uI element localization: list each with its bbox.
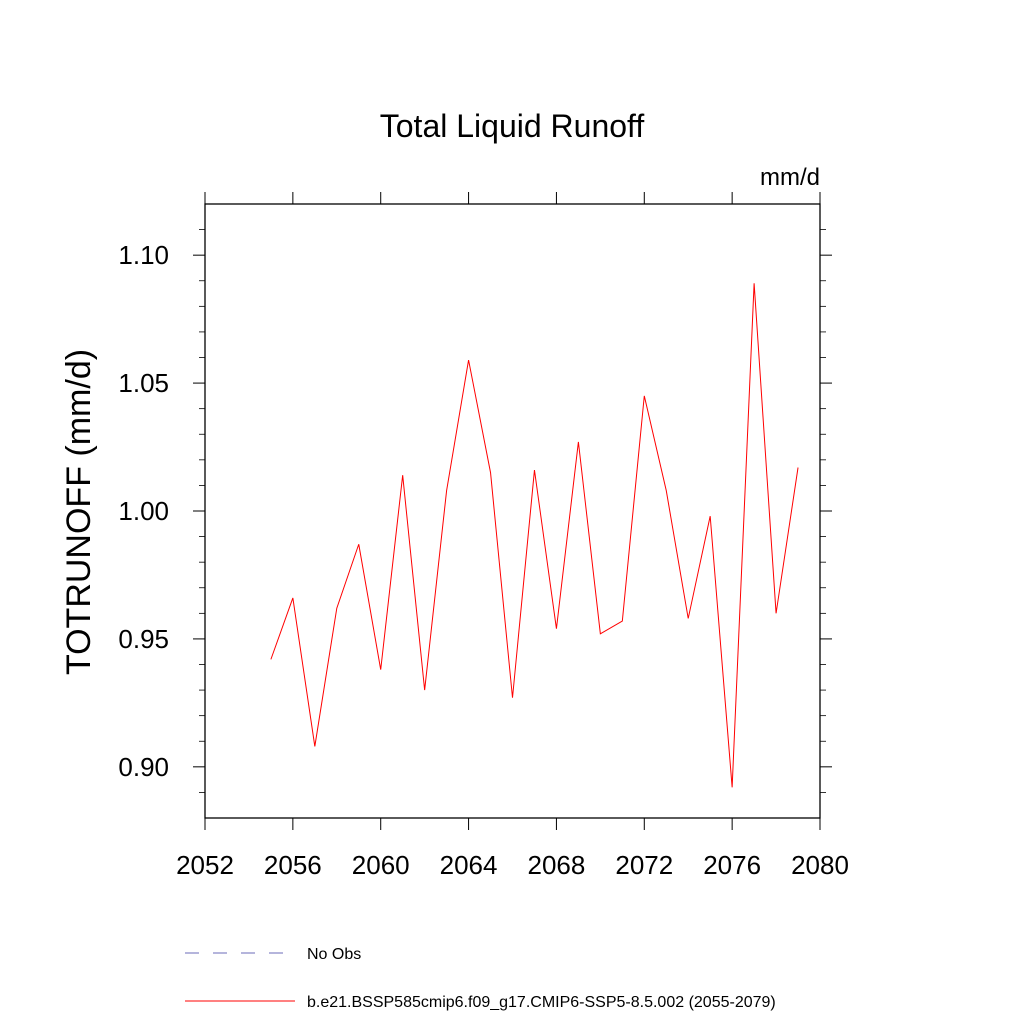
- x-tick-label: 2056: [264, 850, 322, 880]
- y-axis-label: TOTRUNOFF (mm/d): [60, 349, 98, 675]
- y-tick-label: 1.05: [118, 368, 169, 398]
- x-tick-label: 2080: [791, 850, 849, 880]
- legend-label-model: b.e21.BSSP585cmip6.f09_g17.CMIP6-SSP5-8.…: [307, 994, 776, 1011]
- x-tick-label: 2064: [440, 850, 498, 880]
- y-tick-label: 0.95: [118, 624, 169, 654]
- y-tick-label: 0.90: [118, 752, 169, 782]
- legend-label-no-obs: No Obs: [307, 946, 361, 963]
- units-label: mm/d: [760, 164, 820, 191]
- series-line: [270, 283, 799, 788]
- x-tick-label: 2060: [352, 850, 410, 880]
- legend: No Obs b.e21.BSSP585cmip6.f09_g17.CMIP6-…: [185, 946, 776, 1011]
- x-tick-label: 2068: [528, 850, 586, 880]
- y-tick-label: 1.10: [118, 240, 169, 270]
- x-tick-label: 2076: [703, 850, 761, 880]
- x-tick-label: 2052: [176, 850, 234, 880]
- y-tick-label: 1.00: [118, 496, 169, 526]
- axis-tick-labels: 2052 2056 2060 2064 2068 2072 2076 2080 0.90 0.95…: [118, 240, 849, 880]
- chart-title: Total Liquid Runoff: [380, 108, 645, 144]
- x-tick-label: 2072: [615, 850, 673, 880]
- plot-frame: [204, 203, 821, 819]
- data-series: [270, 283, 799, 788]
- axis-ticks: [193, 192, 832, 830]
